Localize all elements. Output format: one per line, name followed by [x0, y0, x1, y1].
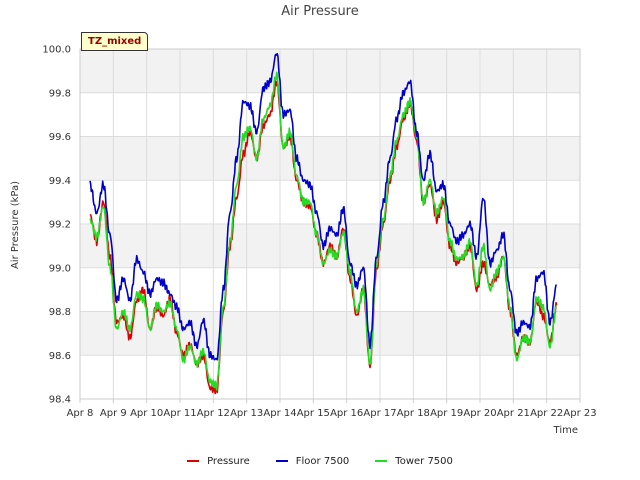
- plot-band: [80, 355, 580, 399]
- y-tick-label: 98.4: [49, 395, 71, 406]
- x-tick-label: Apr 13: [230, 408, 263, 419]
- y-tick-label: 99.6: [49, 132, 71, 143]
- x-tick-label: Apr 19: [430, 408, 463, 419]
- y-tick-label: 99.2: [49, 220, 71, 231]
- y-axis-ticks: 98.4 98.6 98.8 99.0 99.2 99.4 99.6 99.8 100.0: [42, 45, 71, 406]
- series-line-floor-7500: [89, 52, 557, 361]
- y-tick-label: 98.6: [49, 351, 71, 362]
- x-tick-label: Apr 20: [463, 408, 496, 419]
- y-tick-label: 100.0: [42, 45, 71, 56]
- legend-item-tower-7500: Tower 7500: [375, 456, 453, 467]
- x-tick-label: Apr 21: [497, 408, 530, 419]
- x-tick-label: Apr 23: [563, 408, 596, 419]
- legend: Pressure Floor 7500 Tower 7500: [0, 452, 640, 470]
- y-tick-label: 99.4: [49, 176, 71, 187]
- x-tick-label: Apr 9: [100, 408, 127, 419]
- chart-title: Air Pressure: [281, 4, 359, 19]
- y-tick-label: 98.8: [49, 307, 71, 318]
- x-tick-label: Apr 17: [363, 408, 396, 419]
- x-tick-label: Apr 14: [263, 408, 296, 419]
- x-tick-label: Apr 15: [297, 408, 330, 419]
- legend-label-tower-7500: Tower 7500: [395, 455, 453, 467]
- x-tick-label: Apr 11: [163, 408, 196, 419]
- x-axis-ticks: Apr 8 Apr 9 Apr 10 Apr 11 Apr 12 Apr 13 Apr 14…: [67, 399, 597, 419]
- y-axis-label: Air Pressure (kPa): [10, 181, 21, 269]
- plot-band: [80, 92, 580, 137]
- plot-frame: [79, 48, 581, 400]
- legend-item-floor-7500: Floor 7500: [275, 455, 350, 467]
- legend-swatch-floor-7500: [275, 460, 288, 462]
- y-tick-label: 99.8: [49, 88, 71, 99]
- plot-band: [80, 49, 580, 93]
- x-tick-label: Apr 18: [397, 408, 430, 419]
- series-lines: [89, 52, 558, 395]
- plot-band: [80, 311, 580, 356]
- legend-swatch-pressure: [187, 460, 200, 462]
- plot-band: [80, 180, 580, 224]
- x-tick-label: Apr 16: [330, 408, 363, 419]
- series-line-tower-7500: [89, 71, 557, 391]
- legend-swatch-tower-7500: [375, 460, 388, 462]
- legend-item-pressure: Pressure: [187, 456, 250, 467]
- plot-band: [80, 136, 580, 181]
- x-tick-label: Apr 10: [130, 408, 163, 419]
- x-tick-label: Apr 8: [67, 408, 94, 419]
- legend-label-floor-7500: Floor 7500: [295, 455, 350, 467]
- x-tick-label: Apr 22: [530, 408, 563, 419]
- x-tick-label: Apr 12: [197, 408, 230, 419]
- y-tick-label: 99.0: [49, 263, 71, 274]
- x-axis-label: Time: [553, 425, 578, 436]
- annotation-badge: TZ_mixed: [81, 32, 149, 51]
- legend-label-pressure: Pressure: [207, 455, 250, 467]
